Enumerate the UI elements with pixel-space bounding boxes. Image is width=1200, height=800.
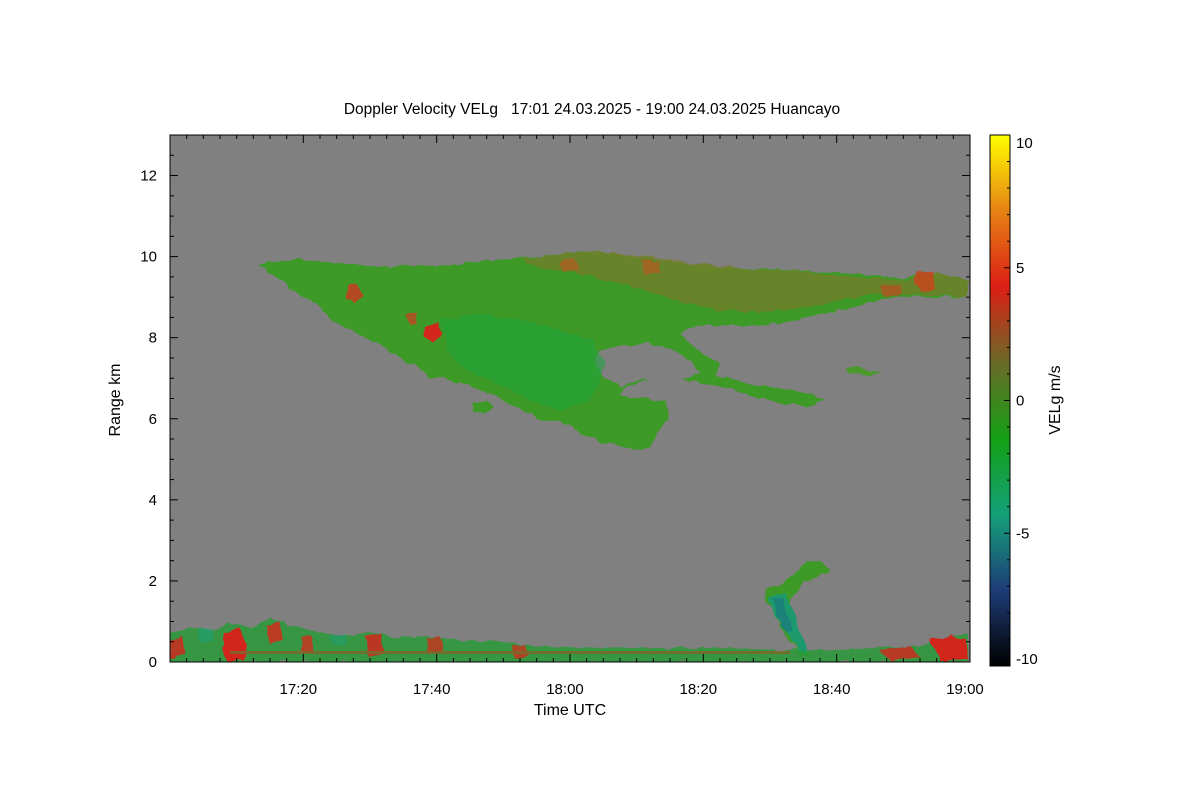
colorbar-tick-label: 0 (1016, 393, 1024, 410)
colorbar-axis: -10 -5 0 5 10 (1004, 134, 1038, 668)
colorbar-tick-label: 5 (1016, 260, 1024, 277)
x-tick-label: 18:20 (680, 681, 718, 698)
x-tick-label: 17:20 (280, 681, 318, 698)
y-tick-label: 2 (149, 573, 157, 590)
x-axis-label: Time UTC (534, 702, 606, 719)
colorbar-label: VELg m/s (1047, 365, 1064, 434)
x-tick-label: 18:40 (813, 681, 851, 698)
velocity-echoes (170, 251, 968, 662)
x-tick-label: 19:00 (946, 681, 984, 698)
x-tick-label: 17:40 (413, 681, 451, 698)
y-tick-label: 10 (140, 249, 157, 266)
y-tick-label: 6 (149, 411, 157, 428)
y-axis-label: Range km (107, 364, 124, 437)
y-tick-label: 12 (140, 168, 157, 185)
colorbar-tick-label: 10 (1016, 135, 1033, 152)
colorbar-tick-label: -10 (1016, 651, 1038, 668)
y-tick-label: 4 (149, 492, 157, 509)
x-axis: 17:20 17:40 18:00 18:20 18:40 19:00 (169, 135, 984, 698)
colorbar-tick-label: -5 (1016, 525, 1029, 542)
chart-title: Doppler Velocity VELg 17:01 24.03.2025 -… (344, 101, 840, 118)
y-tick-label: 0 (149, 654, 157, 671)
y-tick-label: 8 (149, 330, 157, 347)
x-tick-label: 18:00 (546, 681, 584, 698)
y-axis: 0 2 4 6 8 10 12 (140, 134, 970, 671)
